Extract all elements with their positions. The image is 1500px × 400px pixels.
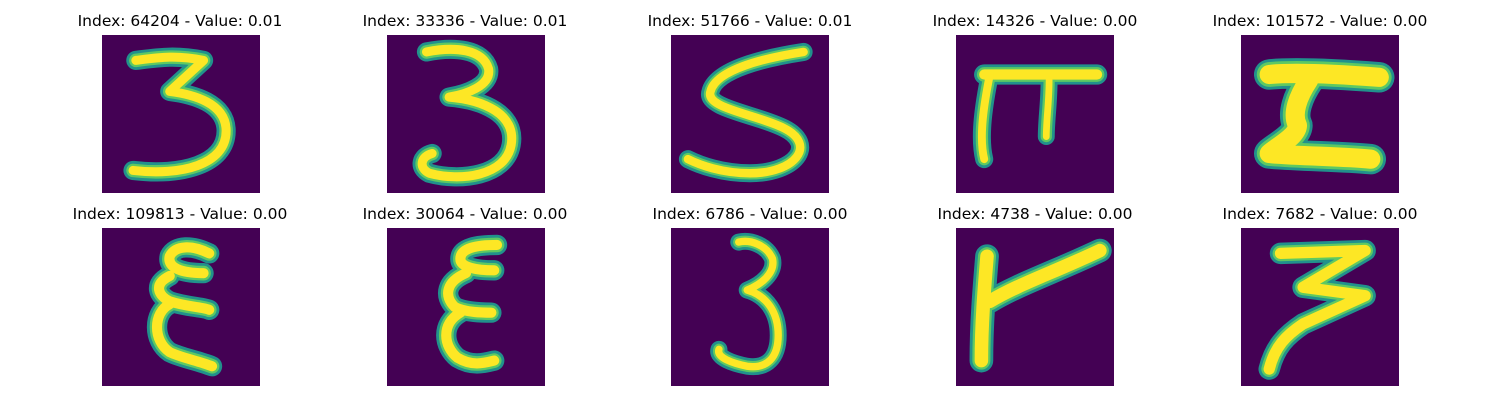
digit-image — [671, 228, 829, 386]
panel-title: Index: 6786 - Value: 0.00 — [653, 205, 848, 223]
panel-title: Index: 30064 - Value: 0.00 — [363, 205, 568, 223]
panel-title: Index: 14326 - Value: 0.00 — [933, 12, 1138, 30]
digit-image — [956, 228, 1114, 386]
panel-title: Index: 101572 - Value: 0.00 — [1213, 12, 1428, 30]
digit-image — [671, 35, 829, 193]
panel-title: Index: 51766 - Value: 0.01 — [648, 12, 853, 30]
panel-title: Index: 7682 - Value: 0.00 — [1223, 205, 1418, 223]
digit-image — [1241, 35, 1399, 193]
digit-image — [956, 35, 1114, 193]
digit-image — [102, 35, 260, 193]
panel-title: Index: 4738 - Value: 0.00 — [938, 205, 1133, 223]
panel-title: Index: 64204 - Value: 0.01 — [78, 12, 283, 30]
digit-image — [1241, 228, 1399, 386]
digit-image — [387, 35, 545, 193]
panel-title: Index: 33336 - Value: 0.01 — [363, 12, 568, 30]
digit-image — [102, 228, 260, 386]
digit-image — [387, 228, 545, 386]
panel-title: Index: 109813 - Value: 0.00 — [73, 205, 288, 223]
